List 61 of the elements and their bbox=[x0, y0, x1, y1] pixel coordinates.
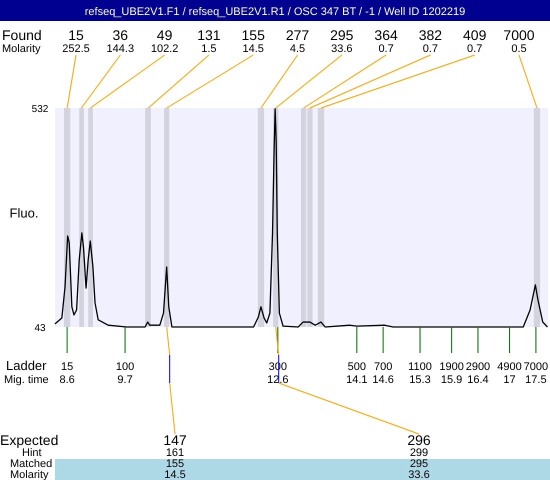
text: Found bbox=[2, 27, 42, 43]
text: 296 bbox=[407, 432, 431, 448]
annotation: 14.5 bbox=[242, 43, 264, 55]
x-tick-label: 8.6 bbox=[59, 374, 75, 386]
x-tick-label: 14.1 bbox=[346, 374, 368, 386]
text: Molarity bbox=[10, 469, 50, 480]
annotation: 144.3 bbox=[106, 43, 134, 55]
x-tick-label: 15.3 bbox=[409, 374, 431, 386]
text: 155 bbox=[166, 458, 184, 470]
band-label: 15 bbox=[68, 27, 84, 43]
y-tick-label: 532 bbox=[32, 104, 49, 115]
x-tick-label: 16.4 bbox=[467, 374, 489, 386]
band-label: 277 bbox=[286, 27, 310, 43]
text: Molarity bbox=[2, 43, 42, 55]
text: 100 bbox=[116, 361, 134, 373]
annotation: 252.5 bbox=[62, 43, 90, 55]
band-label: 382 bbox=[418, 27, 442, 43]
x-tick-label: 14.6 bbox=[372, 374, 394, 386]
text: 161 bbox=[166, 447, 184, 459]
text: Hint bbox=[22, 447, 42, 459]
text: 33.6 bbox=[408, 469, 430, 480]
text: 1900 bbox=[439, 361, 464, 373]
y-axis-title: Fluo. bbox=[10, 206, 38, 220]
annotation: 33.6 bbox=[331, 43, 353, 55]
y-tick-label: 43 bbox=[34, 323, 46, 334]
x-tick-label: 15.9 bbox=[440, 374, 462, 386]
band-label: 364 bbox=[374, 27, 398, 43]
band-label: 295 bbox=[330, 27, 354, 43]
text: Matched bbox=[10, 458, 52, 470]
text: 1100 bbox=[408, 361, 432, 373]
band-label: 36 bbox=[112, 27, 128, 43]
text: Mig. time bbox=[4, 374, 49, 386]
annotation: 0.7 bbox=[422, 43, 438, 55]
text: 4900 bbox=[497, 361, 522, 373]
chart-title: refseq_UBE2V1.F1 / refseq_UBE2V1.R1 / OSC 347 BT / -1 / Well ID 1202219 bbox=[84, 6, 466, 18]
text: 700 bbox=[374, 361, 392, 373]
x-tick-label: 9.7 bbox=[117, 374, 133, 386]
text: 2900 bbox=[466, 361, 490, 373]
line-series bbox=[54, 108, 548, 328]
band-label: 49 bbox=[156, 27, 173, 43]
text: Expected bbox=[0, 432, 58, 448]
text: 7000 bbox=[524, 361, 548, 373]
text: 500 bbox=[348, 361, 366, 373]
text: 14.5 bbox=[164, 469, 186, 480]
text: Ladder bbox=[6, 358, 48, 373]
annotation: 1.5 bbox=[201, 43, 217, 55]
text: 147 bbox=[163, 432, 187, 448]
text: 15 bbox=[60, 361, 74, 373]
annotation: 0.7 bbox=[467, 43, 482, 55]
annotation: 102.2 bbox=[150, 43, 178, 55]
annotation: 0.7 bbox=[378, 43, 394, 55]
band-label: 155 bbox=[242, 27, 266, 43]
band-label: 131 bbox=[197, 27, 221, 43]
band-label: 7000 bbox=[503, 27, 535, 43]
x-tick-label: 17 bbox=[503, 374, 516, 386]
text: 299 bbox=[410, 447, 428, 459]
band-label: 409 bbox=[463, 27, 487, 43]
annotation: 4.5 bbox=[290, 43, 306, 55]
x-tick-label: 17.5 bbox=[525, 374, 547, 386]
annotation: 0.5 bbox=[511, 43, 527, 55]
text: 295 bbox=[410, 458, 428, 470]
